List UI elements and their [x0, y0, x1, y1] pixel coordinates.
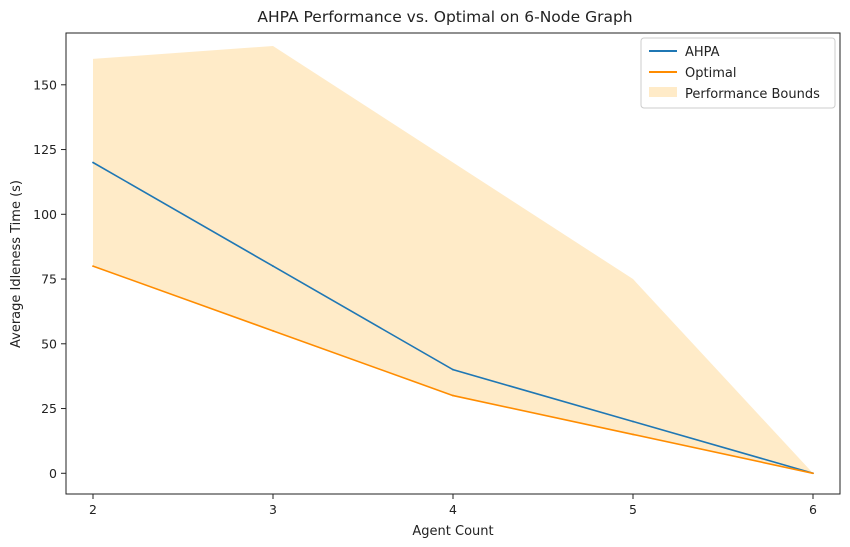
- optimal-data-point: [272, 329, 274, 332]
- x-tick-label: 6: [809, 502, 817, 517]
- optimal-data-point: [812, 472, 814, 475]
- ahpa-data-point: [632, 420, 634, 423]
- y-axis-ticks: 0 25 50 75 100 125 150: [33, 77, 66, 481]
- performance-bounds-area: [93, 45, 813, 474]
- optimal-data-point: [632, 433, 634, 436]
- y-tick-label: 75: [41, 272, 57, 287]
- legend-ahpa-label: AHPA: [685, 45, 720, 60]
- optimal-data-point: [92, 265, 94, 267]
- ahpa-data-point: [92, 161, 94, 164]
- legend-bounds-swatch: [649, 87, 677, 97]
- x-tick-label: 3: [269, 502, 277, 517]
- y-tick-label: 100: [33, 207, 57, 222]
- legend-optimal-label: Optimal: [685, 66, 736, 81]
- y-tick-label: 125: [33, 142, 57, 157]
- legend-box: [640, 37, 836, 109]
- y-tick-label: 50: [41, 336, 57, 351]
- x-axis-label: Agent Count: [412, 524, 493, 539]
- ahpa-data-point: [272, 265, 274, 267]
- x-tick-label: 2: [89, 502, 97, 517]
- y-tick-label: 150: [33, 77, 57, 92]
- chart-title: AHPA Performance vs. Optimal on 6-Node G…: [257, 8, 632, 26]
- x-axis-ticks: 2 3 4 5 6: [89, 494, 817, 517]
- y-tick-label: 0: [49, 466, 57, 481]
- x-tick-label: 5: [629, 502, 637, 517]
- y-axis-label: Average Idleness Time (s): [9, 180, 24, 348]
- performance-bounds-band-layer: [93, 45, 813, 474]
- x-tick-label: 4: [449, 502, 457, 517]
- ahpa-data-point: [452, 368, 454, 371]
- legend: AHPA Optimal Performance Bounds: [640, 37, 836, 109]
- optimal-data-point: [452, 394, 454, 397]
- legend-bounds-label: Performance Bounds: [685, 87, 820, 102]
- series-lines-layer: [92, 161, 814, 475]
- y-tick-label: 25: [41, 401, 57, 416]
